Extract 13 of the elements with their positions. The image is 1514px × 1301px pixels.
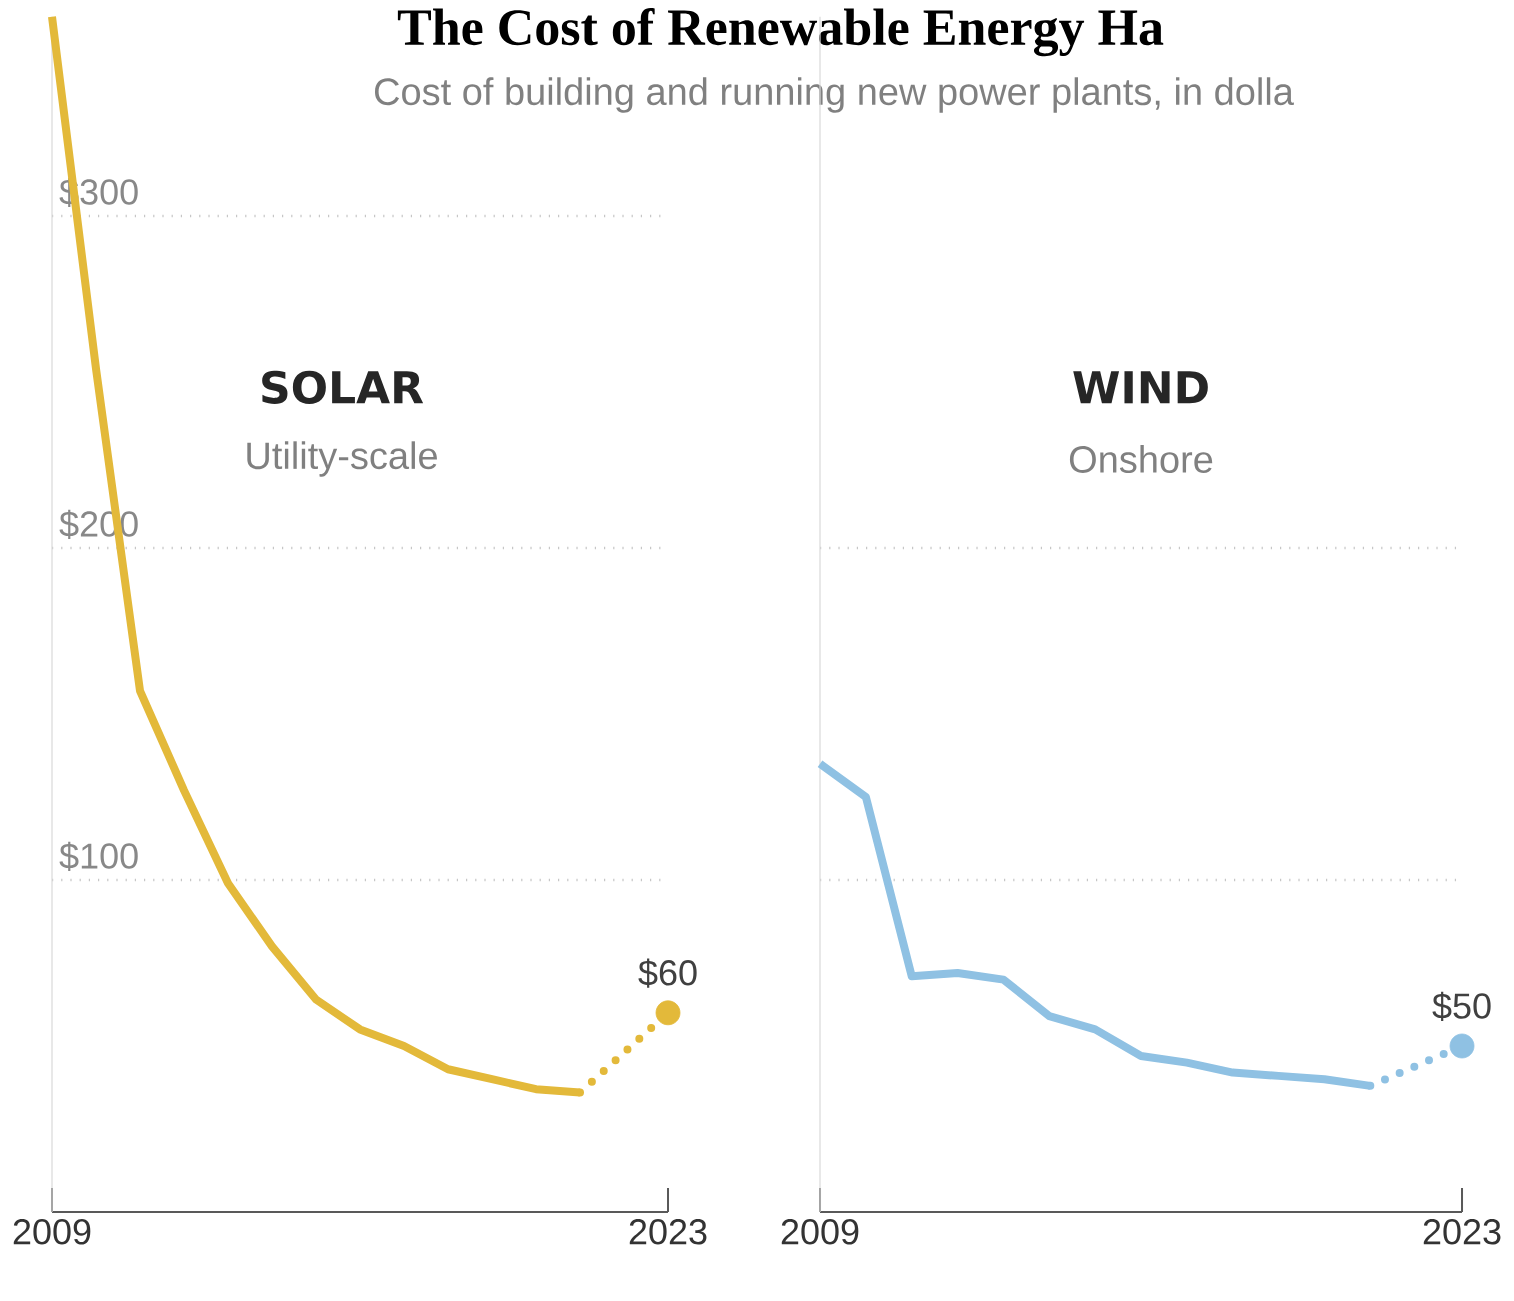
annotation: Cost of building and running new power plants, in dolla bbox=[374, 77, 1294, 113]
text: SOLAR bbox=[262, 370, 424, 404]
text: WIND bbox=[1073, 371, 1208, 404]
text: Onshore bbox=[1069, 445, 1213, 473]
x-tick-label: 2023 bbox=[629, 1219, 707, 1245]
x-tick-label: 2009 bbox=[13, 1219, 91, 1245]
x-tick-label: 2009 bbox=[781, 1219, 859, 1245]
data-label: $50 bbox=[1432, 991, 1491, 1021]
x-tick-label: 2023 bbox=[1423, 1219, 1501, 1245]
y-tick-label: $100 bbox=[59, 841, 138, 871]
data-label: $60 bbox=[638, 958, 697, 988]
text: Utility-scale bbox=[247, 441, 437, 477]
annotation: The Cost of Renewable Energy Ha bbox=[397, 8, 1164, 57]
